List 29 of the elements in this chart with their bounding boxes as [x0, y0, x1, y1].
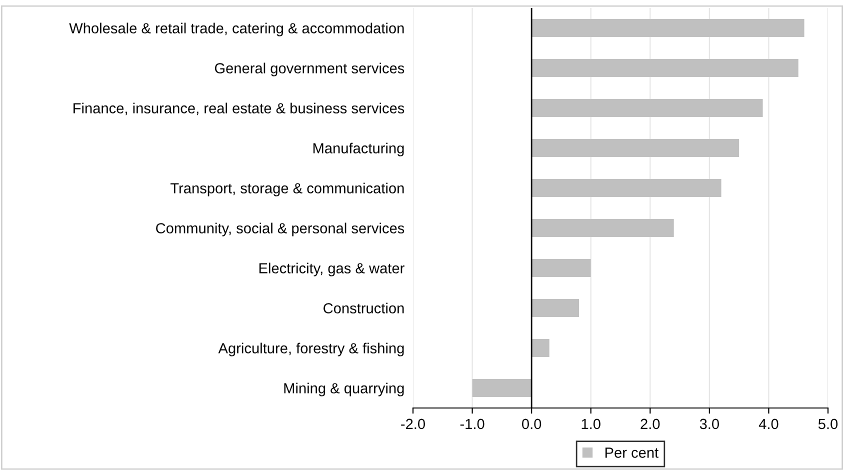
y-tick-label: Finance, insurance, real estate & business services: [74, 102, 404, 116]
y-tick-label: Transport, storage & communication: [170, 182, 404, 196]
bar: [532, 139, 740, 157]
bar: [532, 259, 591, 277]
y-tick-label: Construction: [324, 302, 404, 314]
bar: [532, 299, 579, 317]
y-tick-label: Electricity, gas & water: [259, 262, 404, 276]
y-tick-label: Community, social & personal services: [156, 222, 404, 236]
legend-label: Per cent: [605, 448, 658, 458]
x-tick-label: 3.0: [700, 418, 719, 430]
bar: [532, 19, 804, 37]
x-tick-label: 5.0: [818, 418, 838, 430]
x-tick-label: 1.0: [582, 418, 600, 430]
x-tick-label: 2.0: [640, 418, 660, 430]
y-tick-label: Mining & quarrying: [284, 382, 404, 396]
y-tick-label: General government services: [214, 62, 404, 76]
bar: [472, 379, 532, 397]
x-tick-label: 0.0: [522, 418, 542, 430]
y-tick-label: Wholesale & retail trade, catering & accommodation: [69, 22, 404, 36]
bar: [532, 339, 550, 357]
x-tick-label: -1.0: [460, 418, 484, 430]
bar: [532, 59, 798, 77]
y-tick-label: Manufacturing: [313, 142, 404, 156]
y-tick-label: Agriculture, forestry & fishing: [218, 342, 404, 356]
bar: [532, 219, 674, 237]
x-tick-label: 4.0: [758, 418, 778, 430]
bar: [532, 99, 763, 117]
bar: [532, 179, 722, 197]
x-tick-label: -2.0: [401, 418, 425, 430]
